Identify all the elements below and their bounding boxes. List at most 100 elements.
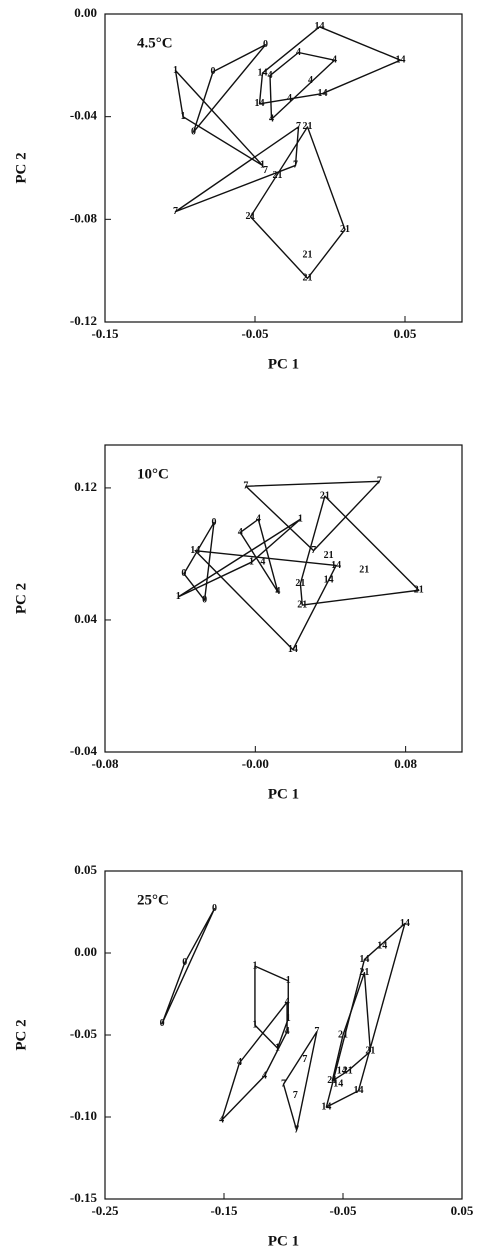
y-tick-label: -0.10 (70, 1108, 97, 1123)
point-label: 7 (173, 206, 178, 217)
point-label: 1 (298, 514, 303, 525)
point-label: 7 (263, 165, 268, 176)
point-label: 1 (252, 960, 257, 971)
group-hull (254, 965, 289, 1049)
point-label: 14 (255, 98, 265, 109)
point-label: 4 (308, 75, 313, 86)
point-label: 21 (359, 565, 369, 576)
point-label: 1 (181, 111, 186, 122)
point-label: 21 (340, 224, 350, 235)
annotation: 10°C (137, 466, 169, 482)
point-label: 21 (359, 967, 369, 978)
x-tick-label: -0.15 (210, 1203, 238, 1218)
point-label: 4 (262, 1070, 267, 1081)
point-label: 21 (327, 1075, 337, 1086)
point-label: 7 (377, 476, 382, 487)
point-label: 1 (173, 65, 178, 76)
point-label: 1 (275, 1042, 280, 1053)
point-label: 4 (219, 1115, 224, 1126)
group-hull (174, 126, 300, 213)
point-label: 0 (212, 903, 217, 914)
point-label: 14 (333, 1078, 343, 1089)
point-label: 4 (238, 527, 243, 538)
point-label: 14 (337, 1065, 347, 1076)
group-hull (161, 908, 216, 1025)
point-label: 4 (332, 54, 337, 65)
x-tick-label: -0.05 (241, 326, 269, 341)
group-hull (177, 518, 302, 598)
point-label: 7 (293, 1090, 298, 1101)
point-label: 14 (190, 545, 200, 556)
point-label: 21 (273, 170, 283, 181)
y-tick-label: -0.05 (70, 1026, 98, 1041)
x-tick-label: -0.15 (91, 326, 119, 341)
group-hull (194, 549, 337, 651)
point-label: 21 (338, 1029, 348, 1040)
point-label: 0 (202, 594, 207, 605)
point-label: 14 (321, 1101, 331, 1112)
y-tick-label: -0.12 (70, 313, 97, 328)
point-label: 4 (285, 996, 290, 1007)
point-label: 0 (181, 568, 186, 579)
point-label: 7 (281, 1078, 286, 1089)
point-label: 7 (311, 545, 316, 556)
y-tick-label: -0.04 (70, 743, 98, 758)
plot-frame (104, 13, 463, 323)
group-hull (174, 69, 264, 167)
point-label: 14 (331, 560, 341, 571)
point-label: 7 (294, 1124, 299, 1135)
y-tick-label: -0.15 (70, 1190, 98, 1205)
point-label: 21 (343, 1065, 353, 1076)
point-label: 0 (263, 39, 268, 50)
point-label: 21 (320, 490, 330, 501)
group-hull (269, 51, 336, 120)
point-label: 1 (176, 591, 181, 602)
point-label: 14 (353, 1085, 363, 1096)
point-label: 4 (256, 514, 261, 525)
point-label: 14 (258, 67, 268, 78)
point-label: 4 (269, 114, 274, 125)
y-axis-label: PC 2 (13, 1019, 29, 1050)
group-hull (220, 1001, 288, 1121)
point-label: 21 (324, 550, 334, 561)
y-axis-label: PC 2 (13, 152, 29, 183)
x-tick-label: -0.05 (329, 1203, 357, 1218)
point-label: 4 (285, 1026, 290, 1037)
y-tick-label: 0.12 (74, 479, 97, 494)
point-label: 4 (237, 1057, 242, 1068)
x-tick-label: -0.25 (91, 1203, 119, 1218)
annotation: 4.5°C (137, 35, 173, 51)
y-tick-label: 0.00 (74, 944, 97, 959)
y-tick-label: 0.05 (74, 862, 97, 877)
point-label: 4 (296, 47, 301, 58)
point-label: 7 (314, 1026, 319, 1037)
x-tick-label: 0.05 (451, 1203, 474, 1218)
point-label: 4 (260, 556, 265, 567)
group-hull (239, 518, 279, 593)
y-tick-label: -0.08 (70, 210, 98, 225)
point-label: 21 (295, 578, 305, 589)
x-tick-label: 0.08 (394, 756, 417, 771)
point-label: 7 (296, 121, 301, 132)
point-label: 1 (286, 1013, 291, 1024)
x-tick-label: 0.05 (394, 326, 417, 341)
point-label: 1 (252, 1019, 257, 1030)
point-label: 14 (396, 54, 406, 65)
point-label: 7 (302, 1054, 307, 1065)
x-axis-label: PC 1 (268, 356, 299, 372)
point-label: 0 (211, 517, 216, 528)
point-label: 1 (260, 160, 265, 171)
group-hull (282, 1031, 318, 1131)
point-label: 14 (318, 88, 328, 99)
point-label: 14 (315, 21, 325, 32)
point-label: 21 (303, 121, 313, 132)
point-label: 14 (400, 918, 410, 929)
point-label: 0 (182, 957, 187, 968)
x-axis-label: PC 1 (268, 786, 299, 802)
point-label: 0 (160, 1018, 165, 1029)
y-axis-label: PC 2 (13, 583, 29, 614)
point-label: 21 (303, 273, 313, 284)
point-label: 21 (303, 250, 313, 261)
plot-frame (104, 444, 463, 753)
